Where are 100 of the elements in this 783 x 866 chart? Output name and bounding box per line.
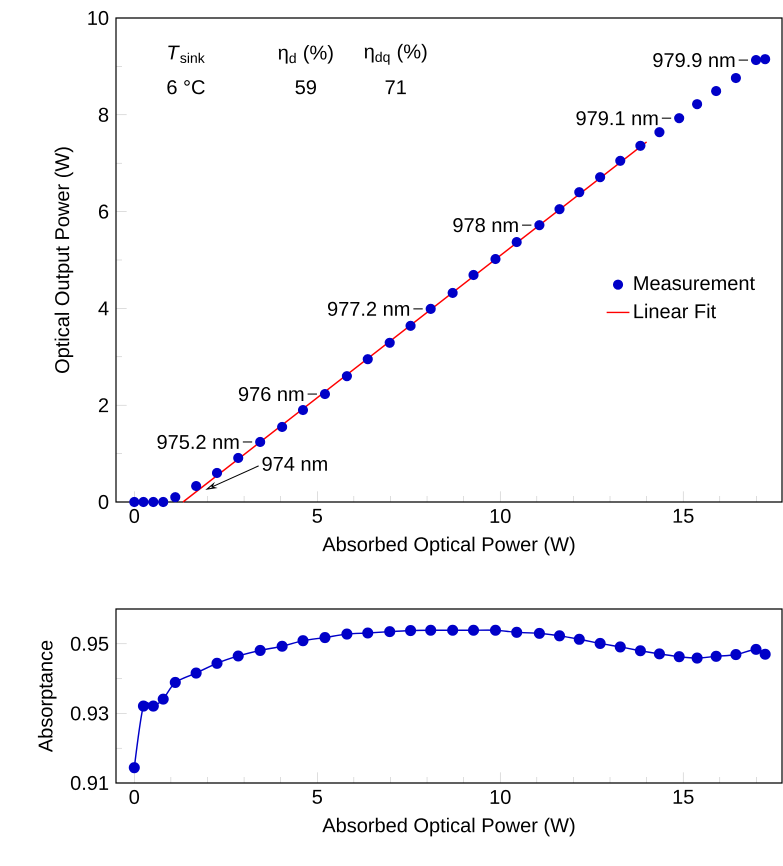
y-tick-label: 4 xyxy=(98,302,108,316)
annotation: T$_{sink}$ xyxy=(168,46,205,64)
annotation: 974 nm xyxy=(262,456,327,471)
x-tick-label: 10 xyxy=(490,508,511,524)
point xyxy=(447,624,458,636)
point xyxy=(711,86,722,96)
point xyxy=(254,644,266,656)
point xyxy=(554,204,565,214)
point xyxy=(138,496,149,508)
annotation: 977.2 nm xyxy=(328,302,410,316)
y-axis-title: Absorptance xyxy=(38,640,57,752)
annotation: η$_{d}$ (%) xyxy=(278,44,333,64)
y-tick-label: 0.93 xyxy=(70,706,108,720)
point xyxy=(232,650,244,662)
point xyxy=(148,496,158,508)
x-tick-label: 15 xyxy=(674,790,694,804)
point xyxy=(730,72,741,84)
point xyxy=(692,652,703,664)
point xyxy=(490,624,502,636)
point xyxy=(158,694,169,705)
point xyxy=(511,626,522,638)
y-tick-label: 8 xyxy=(98,108,108,122)
x-tick-label: 0 xyxy=(130,790,140,804)
point xyxy=(594,638,606,649)
x-axis-title: Absorbed Optical Power (W) xyxy=(322,536,574,556)
y-tick-label: 0 xyxy=(98,494,108,510)
x-tick-label: 15 xyxy=(674,508,694,523)
point xyxy=(255,436,266,448)
y-tick-label: 0.91 xyxy=(70,776,108,790)
point xyxy=(277,422,288,432)
point xyxy=(635,140,646,151)
point xyxy=(534,220,544,230)
point xyxy=(730,649,742,660)
legend-label: Linear Fit xyxy=(634,304,716,318)
point xyxy=(615,156,626,166)
annotation: 979.1 nm xyxy=(576,111,658,126)
x-tick-label: 0 xyxy=(130,508,140,524)
annotation: 979.9 nm xyxy=(653,53,734,68)
point xyxy=(233,452,244,464)
annotation: 976 nm xyxy=(238,386,304,402)
x-axis-title: Absorbed Optical Power (W) xyxy=(322,818,574,836)
point xyxy=(342,371,352,382)
point xyxy=(406,320,416,331)
point xyxy=(634,645,646,656)
point xyxy=(512,237,522,248)
point xyxy=(405,625,416,636)
point xyxy=(384,338,395,348)
point xyxy=(490,254,501,264)
y-axis-title: Optical Output Power (W) xyxy=(54,147,74,373)
point xyxy=(614,641,626,652)
point xyxy=(574,634,585,645)
annotation: 978 nm xyxy=(453,218,518,232)
y-tick-label: 2 xyxy=(98,398,108,412)
point xyxy=(129,496,140,508)
y-tick-label: 10 xyxy=(88,10,108,26)
annotation: 6 °C xyxy=(167,80,205,94)
annotation: 71 xyxy=(386,80,406,94)
point xyxy=(750,55,762,66)
point xyxy=(692,99,702,110)
point xyxy=(426,304,436,314)
point xyxy=(298,404,308,416)
point xyxy=(448,288,458,298)
point xyxy=(148,700,159,712)
point xyxy=(341,628,352,640)
annotation: 59 xyxy=(295,80,316,94)
point xyxy=(158,496,168,508)
point xyxy=(276,640,288,652)
point xyxy=(554,630,566,642)
point xyxy=(170,492,180,502)
point xyxy=(674,113,684,124)
point xyxy=(191,480,202,492)
point xyxy=(211,658,223,669)
point xyxy=(362,354,373,364)
point xyxy=(320,388,330,400)
point xyxy=(674,651,685,662)
point xyxy=(297,635,309,646)
point xyxy=(760,648,771,660)
annotation: 975.2 nm xyxy=(157,434,239,450)
x-tick-label: 10 xyxy=(490,790,511,804)
y-tick-label: 0.95 xyxy=(70,636,108,651)
point xyxy=(170,676,181,688)
point xyxy=(425,624,436,636)
point xyxy=(574,187,584,198)
legend-label: Measurement xyxy=(634,276,755,290)
point xyxy=(654,127,664,138)
point xyxy=(750,644,762,655)
point xyxy=(362,627,374,639)
point xyxy=(468,270,479,280)
point xyxy=(534,628,545,639)
point xyxy=(468,624,480,636)
point xyxy=(138,700,149,712)
point xyxy=(128,762,140,774)
annotation: η$_{dq}$ (%) xyxy=(364,44,426,65)
x-tick-label: 5 xyxy=(312,508,322,523)
point xyxy=(654,648,665,660)
point xyxy=(212,468,222,478)
point xyxy=(384,626,396,638)
y-tick-label: 6 xyxy=(98,204,108,219)
point xyxy=(710,650,722,662)
point xyxy=(595,172,606,182)
